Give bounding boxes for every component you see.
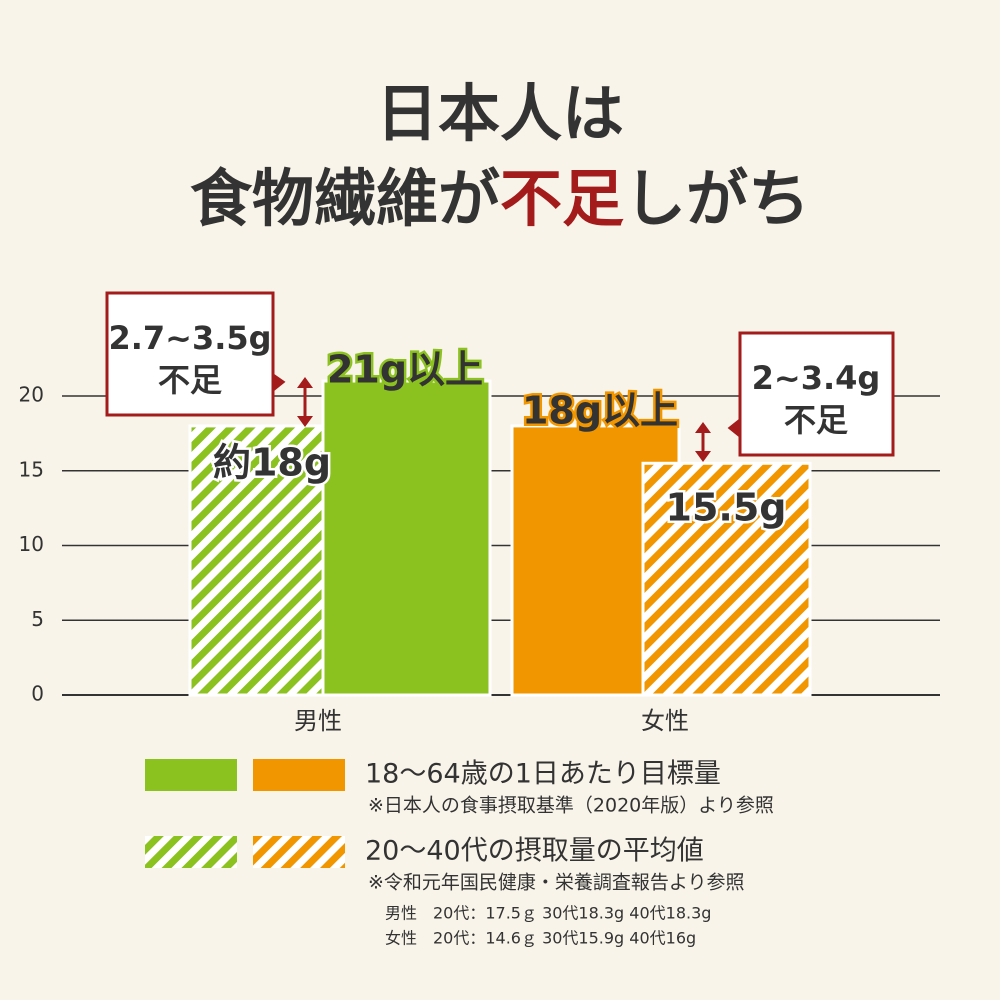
legend-swatch — [253, 759, 345, 791]
legend-label: 20〜40代の摂取量の平均値 — [365, 836, 704, 867]
legend-swatch — [145, 759, 237, 791]
y-tick-label: 20 — [19, 383, 44, 407]
y-tick-label: 5 — [31, 607, 44, 631]
value-label: 18g以上 — [522, 389, 678, 433]
legend-note: ※日本人の食事摂取基準（2020年版）より参照 — [368, 795, 774, 817]
title-part: 日本人は — [376, 77, 624, 150]
annotation: 不足 — [784, 401, 848, 439]
gap-arrow — [297, 377, 711, 462]
value-label: 21g以上 — [327, 348, 483, 392]
annotation: 2.7~3.5g — [108, 319, 271, 357]
y-tick-label: 0 — [31, 682, 44, 706]
legend-label: 18〜64歳の1日あたり目標量 — [365, 759, 721, 790]
x-tick-label: 男性 — [294, 707, 342, 735]
footnote: 男性 20代：17.5ｇ 30代18.3g 40代18.3g — [385, 904, 711, 923]
annotation: 不足 — [158, 361, 222, 399]
title: 日本人は — [376, 77, 624, 150]
legend-note: ※令和元年国民健康・栄養調査報告より参照 — [368, 872, 745, 894]
title-part: 食物繊維が — [190, 162, 500, 235]
value-label: 約18g — [213, 441, 331, 485]
legend-swatch — [253, 836, 345, 868]
title-part: 不足 — [500, 162, 624, 235]
y-tick-label: 10 — [19, 532, 44, 556]
legend-swatch — [145, 836, 237, 868]
bar — [321, 379, 492, 697]
y-tick-label: 15 — [19, 457, 44, 481]
title: 食物繊維が不足しがち — [190, 162, 810, 235]
value-label: 15.5g — [666, 486, 787, 530]
bars — [188, 379, 812, 697]
annotation: 2~3.4g — [752, 359, 881, 397]
x-tick-label: 女性 — [641, 707, 689, 735]
title-part: しがち — [624, 162, 810, 235]
callout-box — [105, 291, 895, 457]
footnote: 女性 20代：14.6ｇ 30代15.9g 40代16g — [385, 929, 696, 948]
bar — [641, 461, 812, 697]
